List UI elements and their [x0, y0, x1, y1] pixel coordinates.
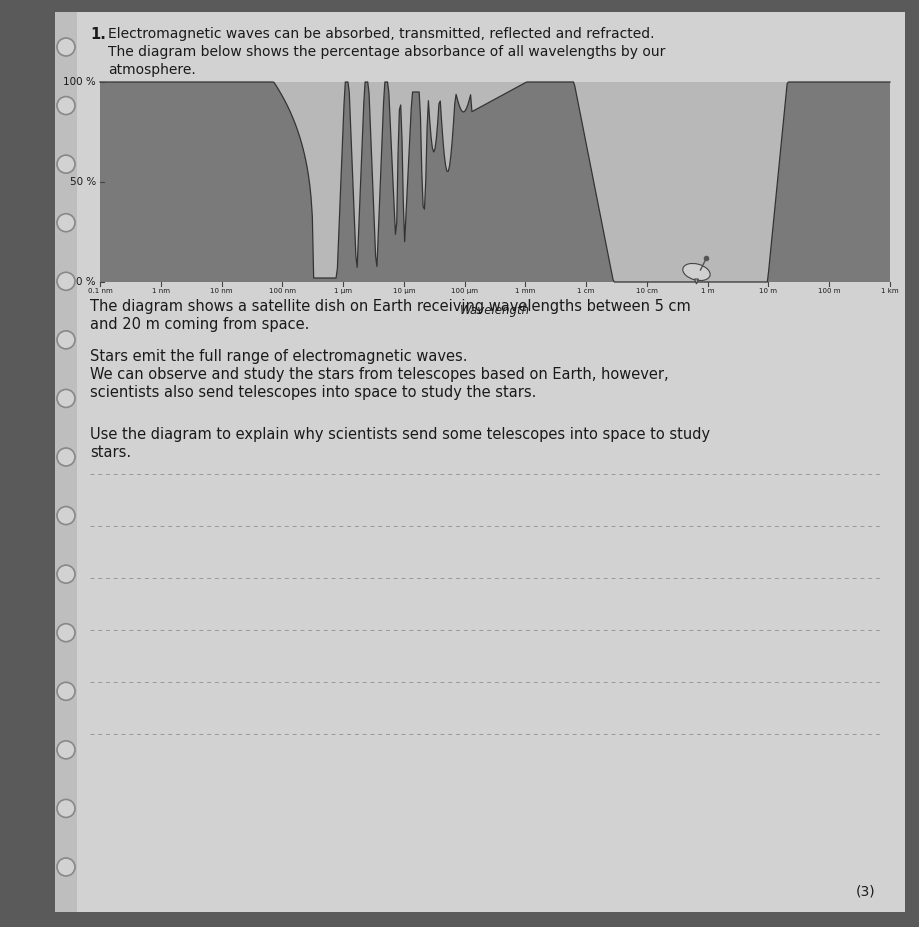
Text: 0.1 nm: 0.1 nm — [87, 288, 112, 294]
Text: 100 μm: 100 μm — [450, 288, 478, 294]
Circle shape — [57, 331, 75, 349]
Text: 10 μm: 10 μm — [392, 288, 414, 294]
Circle shape — [57, 858, 75, 876]
Circle shape — [57, 273, 75, 290]
Circle shape — [57, 389, 75, 408]
Text: 1 m: 1 m — [700, 288, 714, 294]
Text: The diagram below shows the percentage absorbance of all wavelengths by our: The diagram below shows the percentage a… — [108, 45, 664, 59]
Circle shape — [57, 565, 75, 583]
Text: We can observe and study the stars from telescopes based on Earth, however,: We can observe and study the stars from … — [90, 367, 668, 382]
Text: Use the diagram to explain why scientists send some telescopes into space to stu: Use the diagram to explain why scientist… — [90, 427, 709, 442]
Text: 1 nm: 1 nm — [152, 288, 170, 294]
Circle shape — [57, 38, 75, 56]
Text: and 20 m coming from space.: and 20 m coming from space. — [90, 317, 309, 332]
Text: Stars emit the full range of electromagnetic waves.: Stars emit the full range of electromagn… — [90, 349, 467, 364]
Ellipse shape — [682, 263, 709, 281]
Text: 1.: 1. — [90, 27, 106, 42]
Circle shape — [57, 624, 75, 641]
Circle shape — [57, 96, 75, 115]
Circle shape — [57, 448, 75, 466]
Circle shape — [57, 214, 75, 232]
Text: stars.: stars. — [90, 445, 131, 460]
Text: 10 m: 10 m — [759, 288, 777, 294]
Text: scientists also send telescopes into space to study the stars.: scientists also send telescopes into spa… — [90, 385, 536, 400]
Text: Electromagnetic waves can be absorbed, transmitted, reflected and refracted.: Electromagnetic waves can be absorbed, t… — [108, 27, 653, 41]
Text: 1 cm: 1 cm — [577, 288, 595, 294]
Polygon shape — [100, 82, 889, 282]
Circle shape — [57, 741, 75, 759]
Polygon shape — [694, 279, 698, 284]
Bar — [55, 12, 77, 912]
Text: 0 %: 0 % — [76, 277, 96, 287]
Text: 100 m: 100 m — [817, 288, 840, 294]
Text: (3): (3) — [855, 885, 874, 899]
Text: Wavelength: Wavelength — [460, 304, 529, 317]
Text: 100 %: 100 % — [63, 77, 96, 87]
Text: The diagram shows a satellite dish on Earth receiving wavelengths between 5 cm: The diagram shows a satellite dish on Ea… — [90, 299, 690, 314]
Bar — [100, 82, 889, 282]
Text: 1 μm: 1 μm — [334, 288, 352, 294]
Text: 1 mm: 1 mm — [515, 288, 535, 294]
Polygon shape — [100, 82, 889, 282]
Text: 1 km: 1 km — [880, 288, 898, 294]
Circle shape — [57, 506, 75, 525]
Circle shape — [57, 155, 75, 173]
Text: 10 cm: 10 cm — [635, 288, 657, 294]
Circle shape — [57, 799, 75, 818]
Text: 50 %: 50 % — [70, 177, 96, 187]
Text: 100 nm: 100 nm — [268, 288, 296, 294]
Text: atmosphere.: atmosphere. — [108, 63, 196, 77]
Text: 10 nm: 10 nm — [210, 288, 233, 294]
Circle shape — [57, 682, 75, 700]
